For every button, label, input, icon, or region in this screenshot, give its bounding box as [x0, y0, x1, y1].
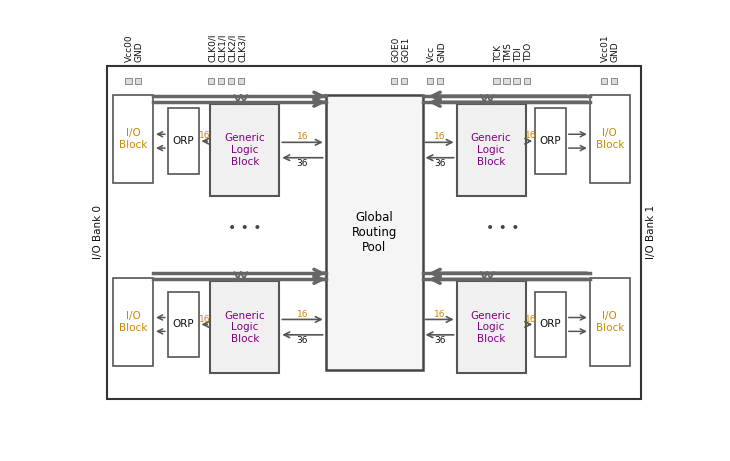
- Text: I/O
Block: I/O Block: [119, 128, 147, 150]
- Bar: [218, 77, 224, 84]
- Bar: [401, 77, 407, 84]
- Bar: [210, 104, 280, 196]
- Text: ORP: ORP: [172, 136, 194, 146]
- Text: 36: 36: [297, 336, 308, 345]
- Bar: [504, 77, 510, 84]
- Text: 36: 36: [434, 159, 445, 168]
- Bar: [590, 278, 630, 366]
- Text: 16: 16: [297, 309, 308, 319]
- Bar: [493, 77, 499, 84]
- Text: 36: 36: [434, 336, 445, 345]
- Text: Generic
Logic
Block: Generic Logic Block: [224, 311, 265, 344]
- Bar: [168, 292, 199, 357]
- Text: Generic
Logic
Block: Generic Logic Block: [224, 133, 265, 166]
- Text: ORP: ORP: [539, 136, 561, 146]
- Bar: [391, 77, 397, 84]
- Bar: [326, 95, 423, 370]
- Text: 16: 16: [525, 314, 536, 324]
- Text: 16: 16: [199, 314, 210, 324]
- Text: CLK1/I: CLK1/I: [218, 34, 227, 62]
- Text: I/O
Block: I/O Block: [596, 128, 624, 150]
- Bar: [456, 104, 526, 196]
- Text: ORP: ORP: [539, 319, 561, 330]
- Bar: [513, 77, 520, 84]
- Bar: [610, 77, 617, 84]
- Bar: [427, 77, 434, 84]
- Bar: [456, 281, 526, 373]
- Bar: [523, 77, 530, 84]
- Text: CLK3/I: CLK3/I: [238, 34, 247, 62]
- Text: 16: 16: [434, 132, 445, 142]
- Bar: [535, 292, 566, 357]
- Text: TMS: TMS: [504, 43, 512, 62]
- Bar: [535, 108, 566, 174]
- Text: CLK0/I: CLK0/I: [208, 34, 217, 62]
- Text: I/O
Block: I/O Block: [596, 311, 624, 333]
- Text: Vcc00: Vcc00: [125, 35, 134, 62]
- Bar: [532, 66, 638, 396]
- Bar: [238, 77, 244, 84]
- Text: • • •: • • •: [486, 221, 520, 235]
- Bar: [110, 66, 216, 396]
- Bar: [590, 95, 630, 183]
- Text: 16: 16: [199, 131, 210, 140]
- Text: 16: 16: [525, 131, 536, 140]
- Text: Global
Routing
Pool: Global Routing Pool: [351, 211, 397, 254]
- Text: 16: 16: [434, 309, 445, 319]
- Bar: [134, 77, 141, 84]
- Text: TDO: TDO: [523, 43, 533, 62]
- Text: Vcc: Vcc: [427, 46, 437, 62]
- Text: 36: 36: [297, 159, 308, 168]
- Bar: [437, 77, 443, 84]
- Bar: [168, 108, 199, 174]
- Text: • • •: • • •: [228, 221, 261, 235]
- Text: Generic
Logic
Block: Generic Logic Block: [471, 311, 512, 344]
- Text: Generic
Logic
Block: Generic Logic Block: [471, 133, 512, 166]
- Text: I/O Bank 0: I/O Bank 0: [93, 206, 103, 260]
- Bar: [210, 281, 280, 373]
- Text: GND: GND: [437, 41, 446, 62]
- Text: Vcc01: Vcc01: [601, 35, 610, 62]
- Bar: [126, 77, 131, 84]
- Text: I/O Bank 1: I/O Bank 1: [645, 205, 656, 260]
- Text: GOE0: GOE0: [391, 37, 400, 62]
- Text: GND: GND: [134, 41, 143, 62]
- Bar: [228, 77, 234, 84]
- Text: TCK: TCK: [493, 45, 502, 62]
- Text: GOE1: GOE1: [402, 37, 410, 62]
- Text: CLK2/I: CLK2/I: [228, 34, 237, 62]
- Bar: [208, 77, 214, 84]
- Bar: [601, 77, 607, 84]
- Text: TDI: TDI: [514, 47, 523, 62]
- Text: ORP: ORP: [172, 319, 194, 330]
- Text: I/O
Block: I/O Block: [119, 311, 147, 333]
- Text: GND: GND: [610, 41, 620, 62]
- Bar: [113, 278, 153, 366]
- Text: 16: 16: [297, 132, 308, 142]
- Bar: [113, 95, 153, 183]
